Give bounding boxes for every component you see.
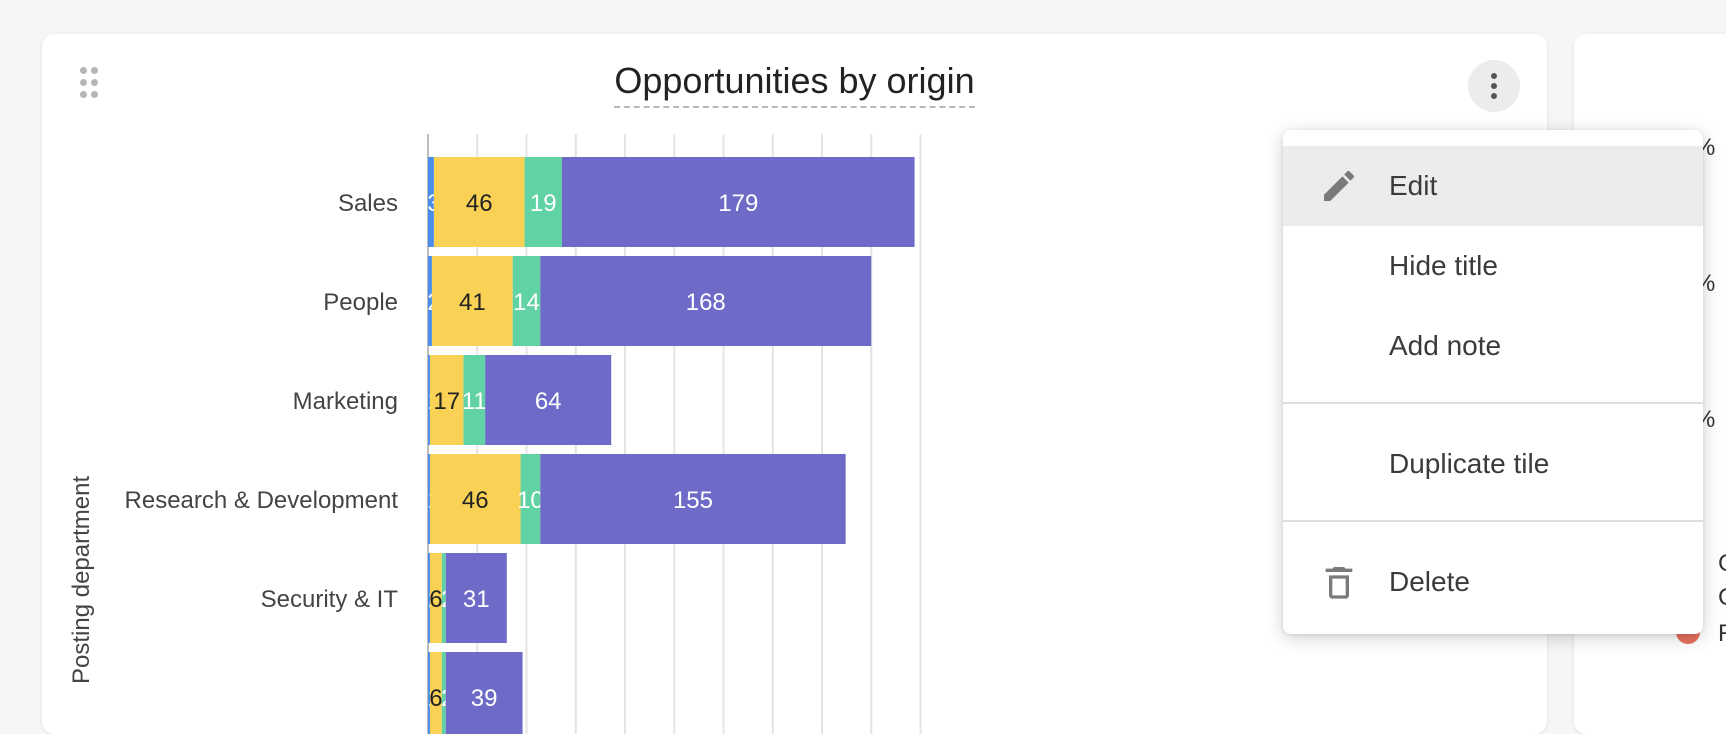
bar-segment[interactable] [540, 454, 846, 544]
menu-item-add-note[interactable]: Add note [1283, 306, 1703, 386]
menu-divider [1283, 520, 1703, 522]
bar-segment[interactable] [429, 355, 464, 445]
tile-context-menu: Edit Hide title Add note Duplicate tile … [1283, 130, 1703, 634]
category-label: People [323, 289, 398, 316]
data-label: 64 [535, 388, 562, 415]
data-label: 168 [686, 289, 726, 316]
bar-segment[interactable] [428, 553, 430, 643]
more-vertical-icon [1491, 73, 1497, 79]
bar-segment[interactable] [441, 553, 446, 643]
data-label: 14 [513, 289, 540, 316]
menu-item-hide-title[interactable]: Hide title [1283, 226, 1703, 306]
bar-segment[interactable] [428, 454, 430, 544]
drag-handle-icon[interactable] [80, 67, 104, 103]
bar-segment[interactable] [445, 553, 507, 643]
tile-menu-button[interactable] [1468, 60, 1520, 112]
pencil-icon [1324, 170, 1355, 201]
data-label: 17 [433, 388, 460, 415]
menu-item-label: Hide title [1389, 250, 1498, 281]
menu-item-label: Edit [1389, 170, 1438, 201]
bar-segment[interactable] [520, 454, 541, 544]
menu-divider [1283, 402, 1703, 404]
data-label: 46 [462, 487, 489, 514]
menu-item-duplicate-tile[interactable]: Duplicate tile [1283, 424, 1703, 504]
trash-icon [1325, 567, 1353, 599]
data-label: 39 [471, 685, 498, 712]
data-label: 179 [718, 190, 758, 217]
category-label: Research & Development [125, 487, 399, 514]
bar-segment[interactable] [463, 355, 486, 445]
bar-segment[interactable] [512, 256, 541, 346]
data-label: 31 [463, 586, 490, 613]
data-label: 19 [530, 190, 557, 217]
bar-segment[interactable] [561, 157, 915, 247]
menu-item-label: Add note [1389, 330, 1502, 361]
bar-segment[interactable] [524, 157, 562, 247]
bar-segment[interactable] [540, 256, 872, 346]
bar-segment[interactable] [485, 355, 612, 445]
data-label: 6 [429, 586, 442, 613]
y-axis-title: Posting department [68, 475, 95, 684]
category-label: Security & IT [261, 586, 399, 613]
category-label: Sales [338, 190, 398, 217]
bar-segment[interactable] [428, 355, 430, 445]
tile-title[interactable]: Opportunities by origin [42, 60, 1547, 108]
bar-segment[interactable] [429, 454, 521, 544]
category-label: Marketing [293, 388, 398, 415]
tile-title-text[interactable]: Opportunities by origin [614, 60, 975, 108]
bar-segment[interactable] [429, 553, 442, 643]
bar-segment[interactable] [428, 256, 432, 346]
menu-item-label: Duplicate tile [1389, 448, 1550, 479]
data-label: 11 [462, 388, 487, 415]
data-label: 41 [459, 289, 486, 316]
data-label: 46 [466, 190, 493, 217]
data-label: 155 [673, 487, 713, 514]
bar-segment[interactable] [428, 157, 434, 247]
menu-item-delete[interactable]: Delete [1283, 542, 1703, 622]
menu-item-label: Delete [1389, 566, 1470, 597]
data-label: 10 [517, 487, 544, 514]
bar-segment[interactable] [431, 256, 513, 346]
bar-segment[interactable] [433, 157, 525, 247]
menu-item-edit[interactable]: Edit [1283, 146, 1703, 226]
